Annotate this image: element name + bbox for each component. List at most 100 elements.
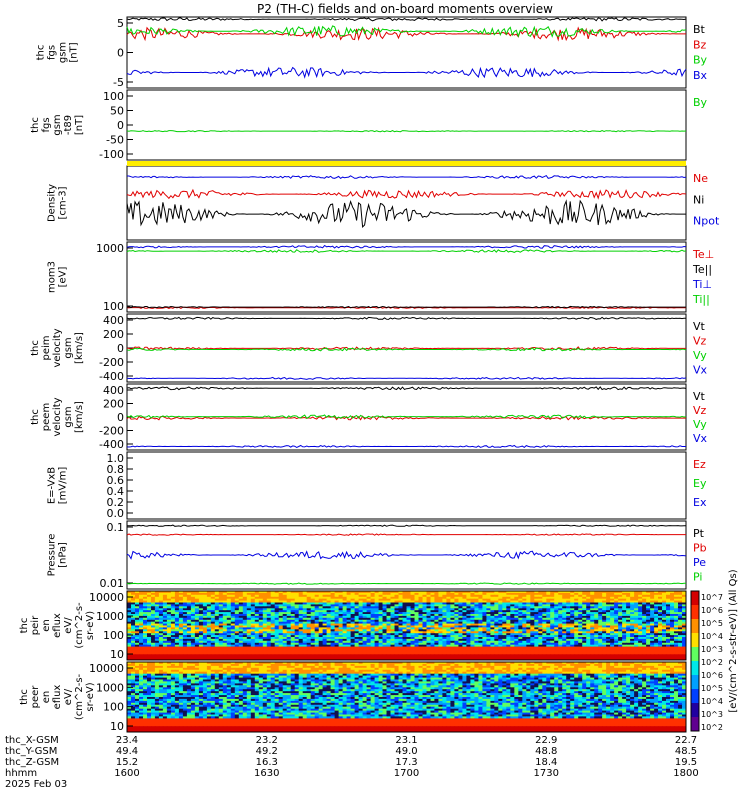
spectrogram-cell [322, 629, 328, 632]
spectrogram-cell [222, 648, 228, 651]
spectrogram-cell [151, 617, 156, 621]
spectrogram-cell [510, 621, 515, 625]
spectrogram-cell [258, 637, 264, 640]
spectrogram-cell [370, 654, 376, 657]
spectrogram-cell [362, 619, 368, 623]
spectrogram-cell [242, 606, 248, 609]
spectrogram-cell [246, 642, 252, 646]
spectrogram-cell [318, 612, 324, 615]
spectrogram-cell [598, 637, 603, 640]
spectrogram-cell [674, 637, 679, 640]
spectrogram-cell [362, 596, 368, 600]
spectrogram-cell [514, 602, 519, 605]
spectrogram-cell [490, 623, 495, 626]
series-label: By [693, 96, 708, 109]
spectrogram-cell [330, 591, 336, 594]
spectrogram-cell [238, 612, 244, 615]
spectrogram-cell [330, 656, 336, 659]
spectrogram-cell [218, 625, 224, 628]
spectrogram-cell [610, 642, 615, 646]
spectrogram-cell [143, 656, 148, 659]
spectrogram-cell [250, 629, 256, 632]
spectrogram-cell [558, 596, 563, 600]
spectrogram-cell [202, 650, 208, 653]
spectrogram-cell [238, 623, 244, 626]
spectrogram-cell [646, 652, 651, 655]
spectrogram-cell [242, 591, 248, 594]
spectrogram-cell [210, 656, 216, 659]
spectrogram-cell [522, 635, 527, 638]
spectrogram-cell [678, 604, 683, 607]
spectrogram-cell [534, 648, 539, 651]
spectrogram-cell [294, 600, 300, 603]
spectrogram-cell [482, 615, 487, 619]
spectrogram-cell [474, 610, 479, 613]
spectrogram-cell [426, 638, 431, 642]
spectrogram-cell [678, 600, 683, 603]
spectrogram-cell [614, 596, 619, 600]
spectrogram-cell [318, 596, 324, 600]
spectrogram-cell [654, 644, 659, 648]
spectrogram-cell [135, 623, 140, 626]
spectrogram-cell [654, 600, 659, 603]
spectrogram-cell [642, 615, 647, 619]
spectrogram-cell [658, 602, 663, 605]
spectrogram-cell [334, 654, 340, 657]
spectrogram-cell [650, 610, 655, 613]
spectrogram-cell [570, 600, 575, 603]
spectrogram-cell [642, 637, 647, 640]
spectrogram-cell [574, 602, 579, 605]
spectrogram-cell [546, 648, 551, 651]
spectrogram-cell [382, 600, 387, 603]
spectrogram-cell [170, 592, 176, 596]
spectrogram-cell [226, 615, 232, 619]
spectrogram-cell [206, 623, 212, 626]
spectrogram-cell [182, 644, 188, 648]
spectrogram-cell [414, 608, 419, 611]
spectrogram-cell [206, 602, 212, 605]
spectrogram-cell [135, 646, 140, 649]
spectrogram-cell [670, 631, 675, 634]
spectrogram-cell [442, 633, 447, 636]
spectrogram-cell [143, 625, 148, 628]
spectrogram-cell [410, 592, 415, 596]
spectrogram-cell [266, 598, 272, 602]
spectrogram-cell [338, 644, 344, 648]
spectrogram-cell [654, 652, 659, 655]
spectrogram-cell [598, 610, 603, 613]
spectrogram-cell [582, 614, 587, 617]
spectrogram-cell [490, 635, 495, 638]
spectrogram-cell [610, 654, 615, 657]
quality-flag-bar [127, 161, 686, 166]
spectrogram-cell [135, 614, 140, 617]
spectrogram-cell [482, 644, 487, 648]
spectrogram-cell [518, 646, 523, 649]
spectrogram-cell [546, 633, 551, 636]
spectrogram-cell [366, 638, 372, 642]
spectrogram-cell [482, 612, 487, 615]
spectrogram-cell [342, 592, 348, 596]
spectrogram-cell [618, 610, 623, 613]
spectrogram-cell [646, 606, 651, 609]
spectrogram-cell [542, 621, 547, 625]
spectrogram-cell [538, 596, 543, 600]
spectrogram-cell [622, 623, 627, 626]
spectrogram-cell [538, 617, 543, 621]
spectrogram-cell [326, 608, 332, 611]
spectrogram-cell [634, 592, 639, 596]
spectrogram-cell [143, 637, 148, 640]
spectrogram-cell [374, 598, 380, 602]
spectrogram-cell [538, 604, 543, 607]
spectrogram-cell [586, 623, 591, 626]
spectrogram-cell [254, 654, 260, 657]
spectrogram-cell [438, 629, 443, 632]
spectrogram-cell [258, 610, 264, 613]
spectrogram-cell [502, 625, 507, 628]
spectrogram-cell [278, 594, 284, 598]
spectrogram-cell [682, 594, 687, 598]
spectrogram-cell [562, 640, 567, 644]
y-axis-label-line: thc [30, 340, 41, 356]
spectrogram-cell [342, 600, 348, 603]
spectrogram-cell [170, 619, 176, 623]
spectrogram-cell [634, 617, 639, 621]
